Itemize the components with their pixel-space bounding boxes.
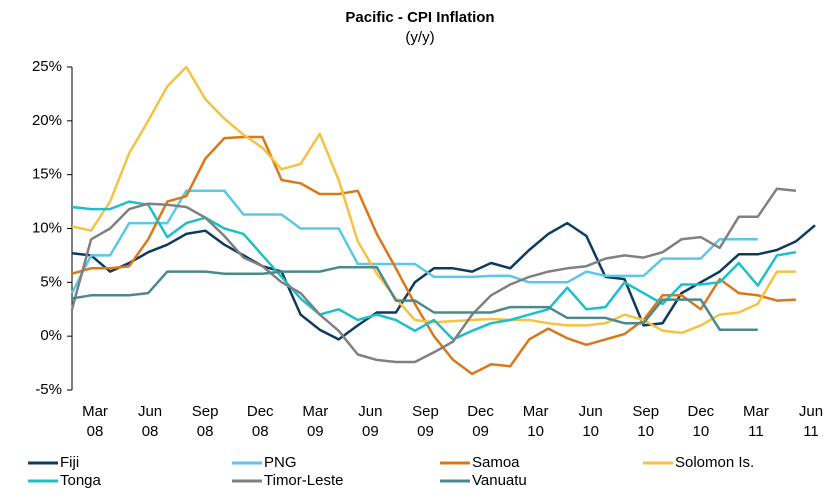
chart-subtitle: (y/y) <box>405 29 434 46</box>
y-tick-label: 10% <box>32 219 62 236</box>
legend-label: Timor-Leste <box>264 472 343 489</box>
x-tick-label: Mar 11 <box>743 403 769 440</box>
x-tick-label: Jun 11 <box>798 403 824 440</box>
x-tick-label: Dec 08 <box>246 403 274 440</box>
legend-label: PNG <box>264 454 297 471</box>
legend-label: Samoa <box>472 454 520 471</box>
x-tick-label: Mar 10 <box>522 403 549 440</box>
x-tick-label: Jun 10 <box>578 403 603 440</box>
x-tick-label: Dec 10 <box>687 403 715 440</box>
chart-title: Pacific - CPI Inflation <box>345 9 494 26</box>
x-tick-label: Mar 09 <box>302 403 329 440</box>
x-tick-label: Jun 09 <box>358 403 383 440</box>
line-series <box>71 266 758 331</box>
x-tick-label: Jun 08 <box>137 403 163 440</box>
line-series <box>70 189 758 294</box>
x-tick-label: Sep 10 <box>632 403 660 440</box>
x-tick-label: Sep 08 <box>191 403 219 440</box>
y-tick-label: 20% <box>32 112 62 129</box>
x-tick-label: Mar 08 <box>82 403 108 440</box>
legend-label: Tonga <box>60 472 102 489</box>
line-series <box>71 200 797 341</box>
line-series <box>71 221 816 341</box>
line-series <box>70 187 797 364</box>
y-tick-label: -5% <box>35 381 62 398</box>
legend-label: Vanuatu <box>472 472 527 489</box>
x-tick-label: Sep 09 <box>412 403 439 440</box>
y-tick-label: 0% <box>40 327 62 344</box>
legend-label: Solomon Is. <box>675 454 754 471</box>
y-tick-label: 5% <box>40 273 62 290</box>
legend-label: Fiji <box>60 454 79 471</box>
x-tick-label: Dec 09 <box>467 403 494 440</box>
y-tick-label: 15% <box>32 166 62 183</box>
line-series <box>71 65 796 335</box>
y-tick-label: 25% <box>32 58 62 75</box>
line-series <box>71 135 796 376</box>
